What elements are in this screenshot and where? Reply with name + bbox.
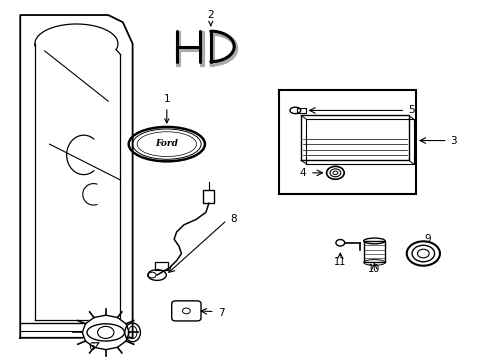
Text: 11: 11: [334, 257, 346, 267]
Bar: [279, 90, 416, 194]
Bar: [203, 190, 214, 203]
Text: 5: 5: [409, 105, 416, 116]
Text: 9: 9: [424, 234, 431, 244]
Polygon shape: [82, 315, 129, 350]
Text: Ford: Ford: [155, 139, 178, 148]
Bar: [297, 108, 306, 113]
Text: 2: 2: [207, 10, 214, 26]
Text: 8: 8: [230, 215, 237, 224]
Text: 7: 7: [218, 308, 225, 318]
Text: 1: 1: [164, 94, 170, 123]
Text: 4: 4: [299, 168, 306, 178]
Bar: [155, 262, 168, 270]
Text: 6: 6: [88, 342, 95, 352]
Bar: [364, 241, 385, 262]
Text: 10: 10: [368, 264, 381, 274]
Text: 3: 3: [450, 136, 457, 145]
